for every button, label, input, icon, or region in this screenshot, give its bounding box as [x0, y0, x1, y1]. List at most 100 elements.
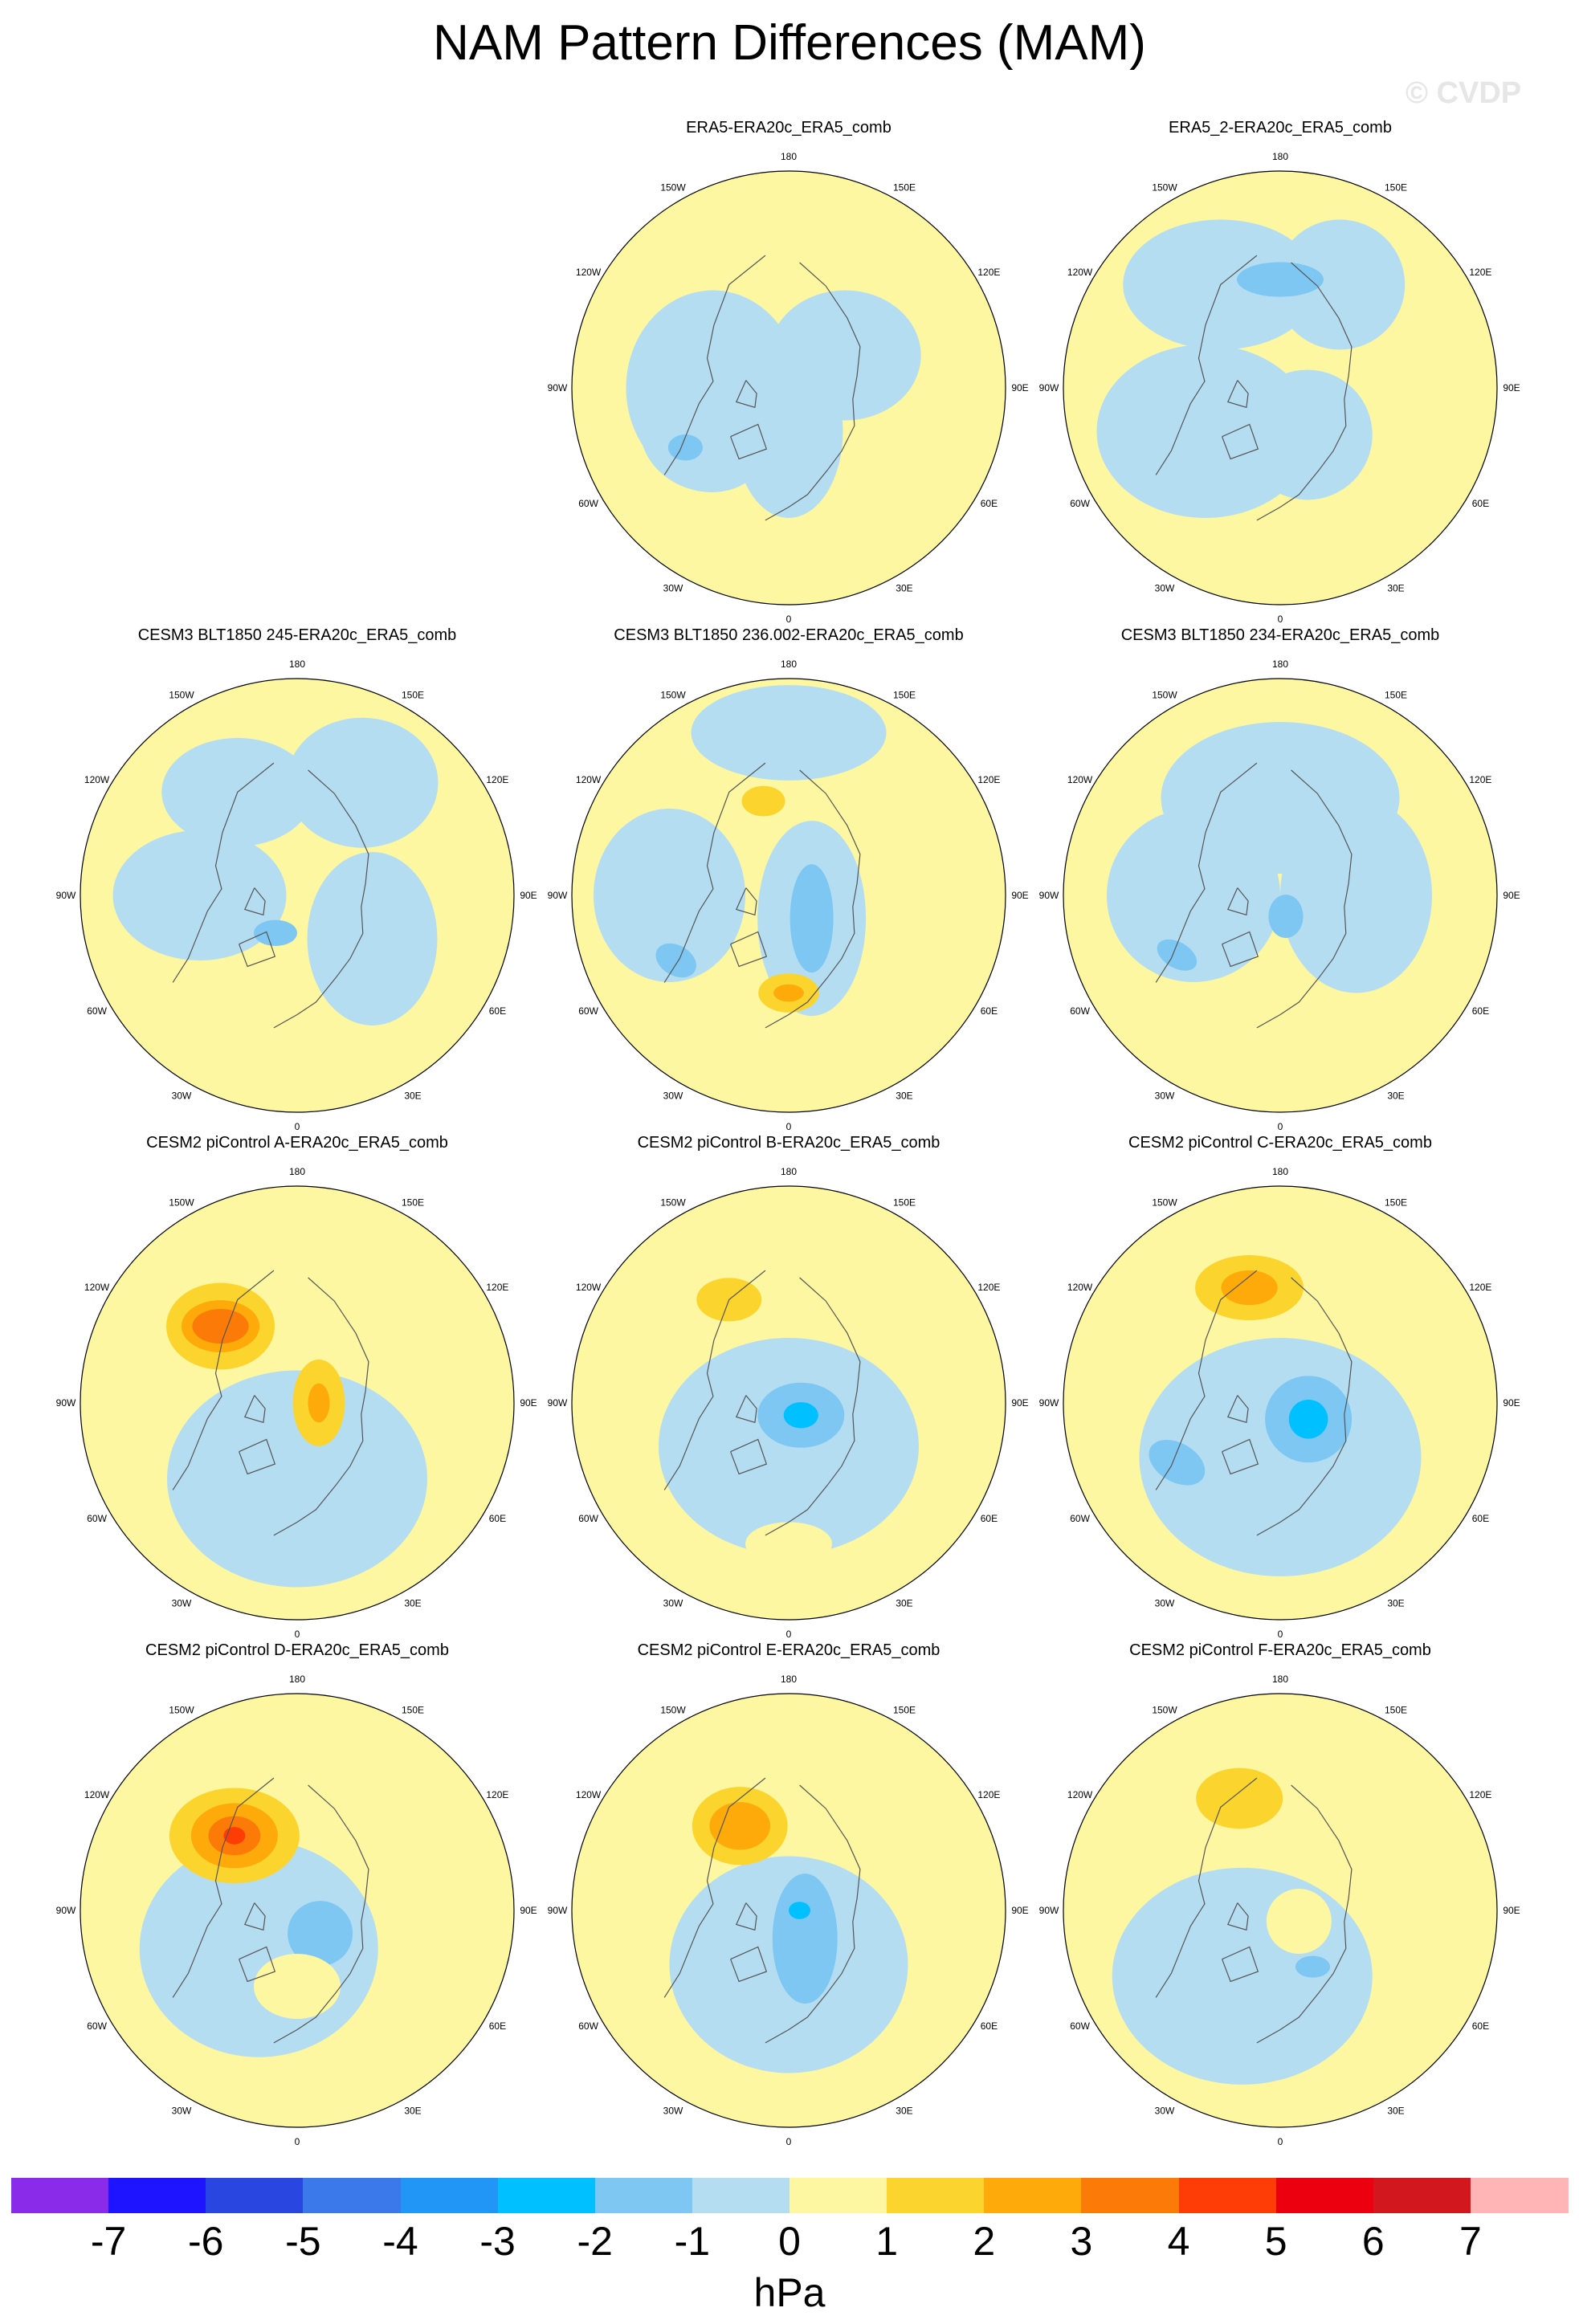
coastline	[1256, 1784, 1353, 2044]
map-edge	[1063, 678, 1498, 1113]
longitude-label: 90E	[1011, 890, 1028, 901]
colorbar	[11, 2178, 1569, 2213]
coastline	[735, 887, 757, 916]
longitude-label: 90W	[548, 1397, 568, 1409]
longitude-label: 0	[1278, 1629, 1283, 1640]
longitude-label: 150W	[169, 690, 194, 701]
panel-title: CESM2 piControl E-ERA20c_ERA5_comb	[637, 1641, 940, 1659]
longitude-label: 30W	[663, 2105, 683, 2116]
map-edge	[571, 678, 1006, 1113]
longitude-label: 150W	[660, 1197, 686, 1209]
anomaly-contour	[1139, 1338, 1422, 1576]
longitude-label: 30E	[896, 582, 912, 593]
colorbar-swatch	[692, 2178, 790, 2213]
coastline	[273, 1277, 369, 1536]
colorbar-tick-label: -3	[479, 2219, 516, 2264]
anomaly-contour	[790, 864, 834, 973]
colorbar-tick-label: 5	[1264, 2219, 1287, 2264]
map-edge	[1063, 1693, 1498, 2128]
map-edge	[1063, 170, 1498, 605]
colorbar-swatch	[11, 2178, 109, 2213]
coastline	[735, 1395, 757, 1424]
longitude-label: 90W	[56, 890, 76, 901]
longitude-label: 90W	[1039, 382, 1059, 393]
anomaly-contour	[1295, 1955, 1331, 1978]
colorbar-tick-label: 0	[778, 2219, 801, 2264]
coastline	[239, 1438, 276, 1475]
longitude-label: 30E	[896, 2105, 912, 2116]
longitude-label: 60W	[87, 2020, 107, 2032]
longitude-label: 30E	[1387, 1597, 1404, 1608]
colorbar-tick-label: 4	[1167, 2219, 1190, 2264]
colorbar-units: hPa	[753, 2270, 826, 2315]
longitude-label: 60W	[1070, 2020, 1090, 2032]
coastline	[1226, 380, 1249, 409]
anomaly-contour	[1266, 1889, 1332, 1954]
coastline	[1155, 1777, 1258, 1998]
colorbar-tick-label: 1	[875, 2219, 899, 2264]
map-panel: ERA5_2-ERA20c_ERA5_comb 180 150E 120E 90E 60E…	[1039, 119, 1521, 633]
longitude-label: 60E	[981, 2020, 998, 2032]
coastline	[730, 1946, 768, 1983]
longitude-label: 90E	[520, 1905, 537, 1916]
longitude-label: 150E	[893, 1705, 916, 1716]
longitude-label: 120E	[1469, 1282, 1491, 1293]
longitude-label: 60W	[578, 498, 598, 509]
map-panel: CESM2 piControl B-ERA20c_ERA5_comb 180 150…	[548, 1134, 1030, 1648]
map-edge	[80, 1185, 515, 1621]
anomaly-contour	[640, 381, 769, 492]
longitude-label: 90E	[1503, 1905, 1520, 1916]
coastline	[172, 1270, 275, 1490]
polar-map: 180 150E 120E 90E 60E 30E 0 30W 60W 90W 120W 150W	[548, 658, 1029, 1132]
coastline	[1226, 887, 1249, 916]
coastline	[1226, 1902, 1249, 1931]
coastline	[735, 380, 757, 409]
anomaly-contour	[1196, 1767, 1283, 1829]
colorbar-tick-label: -2	[577, 2219, 613, 2264]
anomaly-contour	[254, 1954, 341, 2019]
longitude-label: 30E	[1387, 2105, 1404, 2116]
coastline	[243, 887, 266, 916]
anomaly-contour	[667, 434, 703, 461]
polar-map: 180 150E 120E 90E 60E 30E 0 30W 60W 90W 120W 150W	[56, 1674, 537, 2147]
longitude-label: 0	[1278, 2136, 1283, 2147]
panel-title: CESM2 piControl D-ERA20c_ERA5_comb	[145, 1641, 449, 1659]
anomaly-contour	[741, 785, 785, 817]
page-title: NAM Pattern Differences (MAM)	[433, 15, 1146, 71]
longitude-label: 30W	[172, 2105, 192, 2116]
longitude-label: 120E	[486, 1282, 508, 1293]
longitude-label: 30W	[663, 1597, 683, 1608]
longitude-label: 0	[295, 1629, 300, 1640]
colorbar-swatch	[790, 2178, 887, 2213]
colorbar-swatch	[1081, 2178, 1180, 2213]
longitude-label: 180	[1272, 1674, 1288, 1685]
map-edge	[1063, 1185, 1498, 1621]
longitude-label: 150W	[660, 690, 686, 701]
coastline	[663, 1270, 766, 1490]
anomaly-contour	[734, 345, 843, 518]
longitude-label: 120E	[486, 1789, 508, 1800]
colorbar-tick-label: 6	[1361, 2219, 1385, 2264]
anomaly-contour	[288, 1901, 353, 1967]
map-panel: CESM2 piControl D-ERA20c_ERA5_comb 180 150…	[56, 1641, 538, 2155]
longitude-label: 90W	[56, 1397, 76, 1409]
anomaly-contour	[1237, 262, 1324, 297]
coastline	[1222, 423, 1259, 460]
map-edge	[571, 1693, 1006, 2128]
longitude-label: 0	[786, 614, 792, 625]
longitude-label: 90W	[548, 1905, 568, 1916]
anomaly-contour	[709, 1802, 771, 1850]
longitude-label: 150W	[169, 1197, 194, 1209]
longitude-label: 60W	[87, 1005, 107, 1017]
longitude-label: 30W	[1155, 2105, 1175, 2116]
longitude-label: 150W	[1152, 182, 1177, 194]
longitude-label: 0	[1278, 614, 1283, 625]
colorbar-tick-label: 2	[973, 2219, 996, 2264]
panel-title: ERA5_2-ERA20c_ERA5_comb	[1169, 119, 1392, 137]
longitude-label: 60E	[981, 1513, 998, 1524]
longitude-label: 150W	[1152, 1705, 1177, 1716]
longitude-label: 150E	[1385, 182, 1407, 194]
longitude-label: 90E	[1011, 382, 1028, 393]
longitude-label: 60E	[489, 2020, 506, 2032]
coastline	[1222, 931, 1259, 968]
